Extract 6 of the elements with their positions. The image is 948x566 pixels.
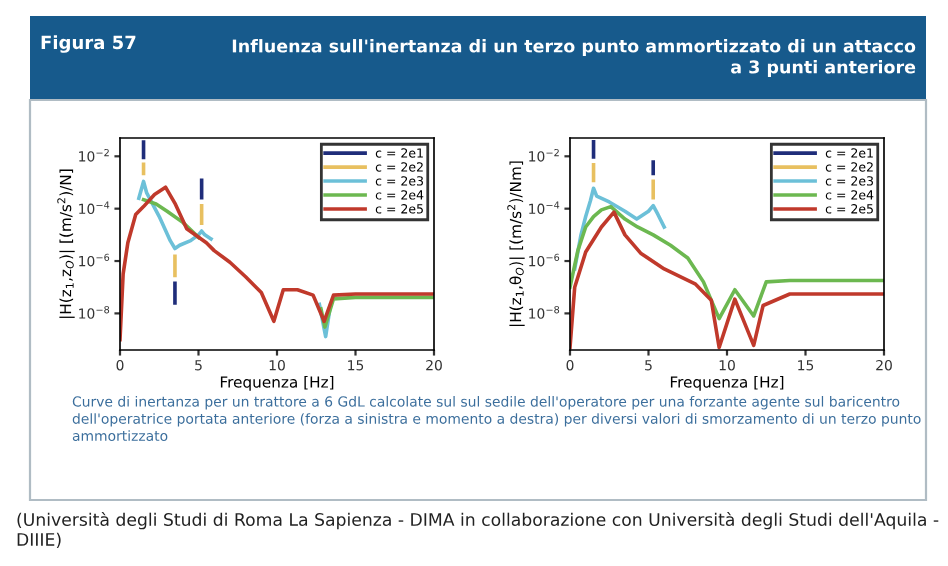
line-series <box>120 185 434 342</box>
text: Influenza sull'inertanza di un terzo punto ammortizzato di un attacco a 3 punti anteriore <box>232 39 916 77</box>
chart-subtitle: Figura 57 <box>41 35 136 53</box>
line-series <box>572 186 667 271</box>
text: (Università degli Studi di Roma La Sapienza - DIMA in collaborazione con Università degli Studi dell'Aquila - DIIIE) <box>17 512 939 548</box>
line-series <box>570 204 884 321</box>
